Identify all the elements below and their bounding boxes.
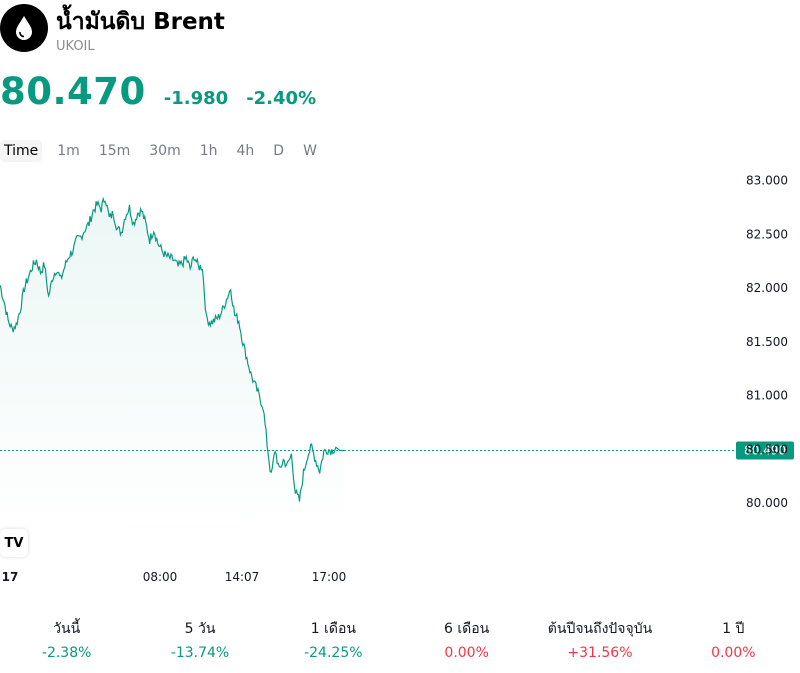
price-change-percent: -2.40% bbox=[246, 88, 317, 109]
x-tick-label: 17 bbox=[2, 570, 19, 584]
timeframe-time[interactable]: Time bbox=[0, 140, 43, 162]
symbol-title: น้ำมันดิบ Brent bbox=[56, 9, 225, 35]
price-chart-svg[interactable]: 80.490 80.000 80.500 81.000 81.500 82.000 82.… bbox=[0, 170, 800, 590]
performance-label: ต้นปีจนถึงปัจจุบัน bbox=[547, 621, 653, 637]
performance-label: วันนี้ bbox=[53, 621, 81, 637]
y-tick-label: 82.500 bbox=[746, 227, 788, 241]
timeframe-1h[interactable]: 1h bbox=[199, 143, 218, 159]
timeframe-bar: Time 1m 15m 30m 1h 4h D W bbox=[0, 139, 332, 163]
timeframe-30m[interactable]: 30m bbox=[149, 143, 181, 159]
performance-cell[interactable]: 1 เดือน -24.25% bbox=[267, 618, 400, 664]
y-tick-label: 80.500 bbox=[746, 442, 788, 456]
performance-cell[interactable]: 1 ปี 0.00% bbox=[667, 618, 800, 664]
x-tick-label: 14:07 bbox=[225, 570, 260, 584]
price-change: -1.980 bbox=[163, 88, 229, 109]
timeframe-w[interactable]: W bbox=[303, 143, 317, 159]
x-tick-label: 08:00 bbox=[143, 570, 178, 584]
y-tick-label: 82.000 bbox=[746, 281, 788, 295]
timeframe-15m[interactable]: 15m bbox=[98, 143, 131, 159]
last-price-badge bbox=[736, 441, 794, 460]
price-row: 80.470 -1.980 -2.40% bbox=[0, 70, 316, 116]
price-chart[interactable]: 80.490 80.000 80.500 81.000 81.500 82.000 82.… bbox=[0, 170, 800, 590]
timeframe-d[interactable]: D bbox=[273, 143, 285, 159]
performance-value: 0.00% bbox=[444, 645, 489, 661]
price-area bbox=[0, 198, 344, 530]
performance-label: 6 เดือน bbox=[444, 621, 490, 637]
performance-value: -2.38% bbox=[41, 645, 92, 661]
performance-cell[interactable]: 6 เดือน 0.00% bbox=[400, 618, 533, 664]
x-tick-label: 17:00 bbox=[312, 570, 347, 584]
last-price: 80.470 bbox=[0, 70, 146, 113]
y-tick-label: 83.000 bbox=[746, 174, 788, 188]
timeframe-4h[interactable]: 4h bbox=[236, 143, 255, 159]
symbol-ticker: UKOIL bbox=[56, 39, 95, 54]
performance-value: -13.74% bbox=[170, 645, 230, 661]
symbol-header: น้ำมันดิบ Brent UKOIL bbox=[0, 0, 800, 60]
performance-bar: วันนี้ -2.38% 5 วัน -13.74% 1 เดือน -24.25% 6 … bbox=[0, 618, 800, 664]
last-price-label: 80.490 bbox=[744, 443, 786, 457]
y-tick-label: 80.000 bbox=[746, 496, 788, 510]
y-tick-label: 81.500 bbox=[746, 335, 788, 349]
performance-label: 1 เดือน bbox=[310, 621, 356, 637]
performance-cell[interactable]: วันนี้ -2.38% bbox=[0, 618, 133, 664]
timeframe-1m[interactable]: 1m bbox=[57, 143, 80, 159]
performance-cell[interactable]: ต้นปีจนถึงปัจจุบัน +31.56% bbox=[533, 618, 666, 664]
performance-value: -24.25% bbox=[304, 645, 363, 661]
tradingview-logo[interactable]: TV bbox=[0, 529, 28, 557]
performance-label: 5 วัน bbox=[184, 621, 216, 637]
performance-cell[interactable]: 5 วัน -13.74% bbox=[133, 618, 266, 664]
performance-label: 1 ปี bbox=[722, 621, 745, 637]
performance-value: 0.00% bbox=[711, 645, 756, 661]
oil-drop-icon bbox=[0, 4, 48, 52]
performance-value: +31.56% bbox=[567, 645, 633, 661]
y-tick-label: 81.000 bbox=[746, 389, 788, 403]
price-line bbox=[0, 196, 344, 502]
